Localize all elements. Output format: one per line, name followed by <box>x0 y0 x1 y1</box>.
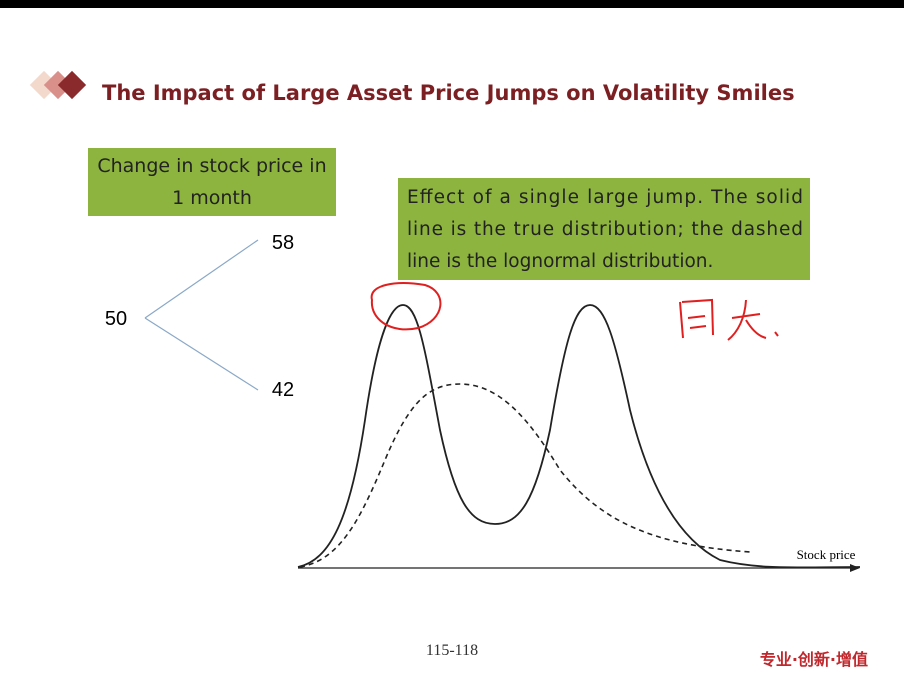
note-box <box>398 178 810 280</box>
title-icon <box>29 70 87 100</box>
footer-slogan: 专业·创新·增值 <box>760 650 868 669</box>
tree-box-line: 1 month <box>172 187 252 209</box>
tree-up: 58 <box>272 232 294 254</box>
handwriting <box>370 282 779 341</box>
slide-background <box>0 8 904 674</box>
note-line: line is the true distribution; the dashe… <box>407 219 803 240</box>
tree-down: 42 <box>272 379 294 401</box>
slide-title: The Impact of Large Asset Price Jumps on… <box>102 81 795 105</box>
tree-box-line: Change in stock price in <box>97 155 326 177</box>
note-line: Effect of a single large jump. The solid <box>407 187 803 208</box>
tree-branches <box>144 239 259 391</box>
note-line: line is the lognormal distribution. <box>407 251 713 272</box>
tree-root: 50 <box>105 308 127 330</box>
tree-box <box>88 148 336 216</box>
distribution-plot: Stock price <box>297 304 861 572</box>
page-number: 115-118 <box>426 642 478 659</box>
x-axis-label: Stock price <box>797 547 856 562</box>
